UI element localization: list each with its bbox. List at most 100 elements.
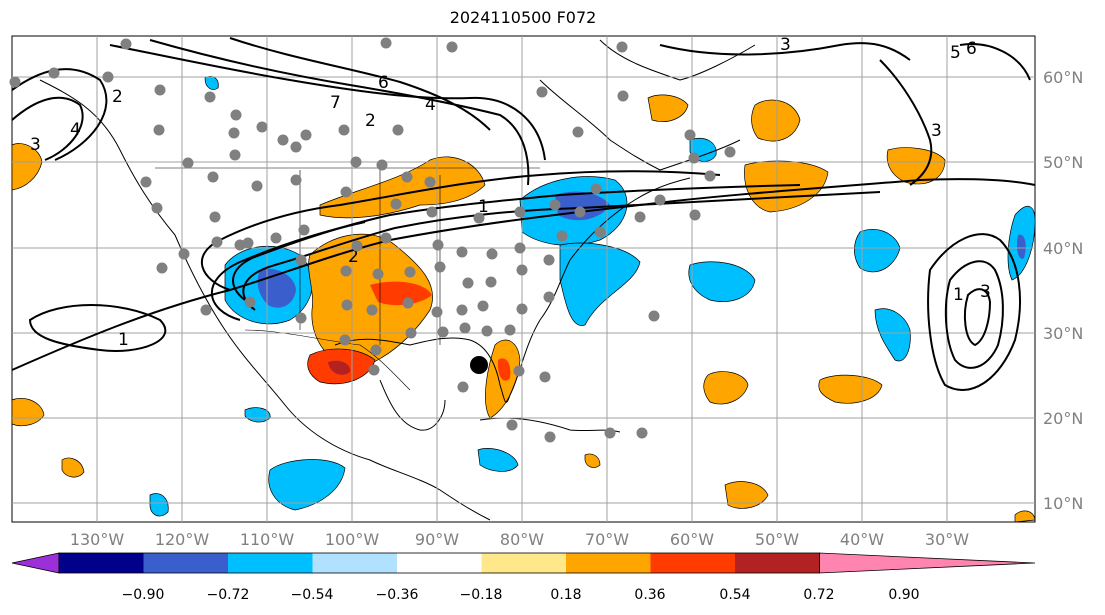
station-dot: [204, 91, 216, 103]
station-dot: [654, 194, 666, 206]
contour-atlantic-low-1: [927, 233, 1021, 391]
lat-label: 10°N: [1043, 494, 1083, 513]
contour-label: 6: [378, 73, 389, 93]
colorbar-bin: [735, 553, 820, 573]
lon-label: 70°W: [585, 530, 629, 549]
lat-label: 60°N: [1043, 68, 1083, 87]
station-dot: [376, 159, 388, 171]
station-dot: [211, 236, 223, 248]
orange-region-greenland-sea: [751, 99, 801, 142]
station-dot: [200, 304, 212, 316]
colorbar-tick-label: −0.72: [207, 587, 250, 603]
station-dot: [380, 232, 392, 244]
station-dot: [514, 206, 526, 218]
station-dot: [209, 211, 221, 223]
station-dot: [340, 186, 352, 198]
station-dot: [462, 277, 474, 289]
lat-label: 40°N: [1043, 239, 1083, 258]
blue-region-mid-atlantic: [854, 228, 901, 273]
contour-label: 1: [953, 285, 964, 305]
lon-label: 90°W: [415, 530, 459, 549]
station-dot: [341, 299, 353, 311]
station-dot: [539, 371, 551, 383]
station-dot: [513, 365, 525, 377]
orange-region-labrador: [647, 94, 689, 122]
contour-label: 2: [112, 87, 123, 107]
station-dot: [543, 291, 555, 303]
orange-region-se-corner: [1014, 510, 1036, 523]
red-core-florida: [497, 358, 511, 381]
lon-label: 30°W: [925, 530, 969, 549]
station-dot: [277, 134, 289, 146]
lon-label: 120°W: [155, 530, 210, 549]
station-dot: [156, 262, 168, 274]
orange-region-subtropical-east: [818, 374, 883, 404]
orange-region-great-lakes: [319, 156, 486, 219]
contour-label: 3: [980, 282, 991, 302]
station-dot: [401, 171, 413, 183]
orange-region-west-edge: [11, 398, 45, 427]
orange-region-caribbean: [584, 453, 601, 468]
contour-label: 2: [365, 111, 376, 131]
station-dot: [390, 198, 402, 210]
shaded-anomalies: [11, 76, 1036, 523]
station-dot: [120, 38, 132, 50]
colorbar-tick-label: 0.18: [550, 587, 581, 603]
station-dot: [229, 149, 241, 161]
orange-region-subtropical-west: [703, 371, 749, 405]
colorbar-bin: [312, 553, 397, 573]
station-dot: [437, 326, 449, 338]
station-dot: [424, 176, 436, 188]
contour-label: 4: [425, 95, 436, 115]
station-dot: [457, 381, 469, 393]
station-dot: [366, 304, 378, 316]
political-borders: [155, 167, 540, 391]
station-dot: [372, 268, 384, 280]
station-dot: [290, 141, 302, 153]
station-dot: [516, 303, 528, 315]
coastlines: [39, 39, 756, 521]
station-dot: [604, 427, 616, 439]
station-dot: [295, 254, 307, 266]
colorbar-tick-label: −0.36: [376, 587, 419, 603]
lat-label: 50°N: [1043, 153, 1083, 172]
station-dot: [404, 266, 416, 278]
latitude-axis: 60°N 50°N 40°N 30°N 20°N 10°N: [1043, 68, 1083, 513]
station-dot: [270, 232, 282, 244]
lon-label: 110°W: [240, 530, 295, 549]
red-core-plains: [370, 281, 432, 306]
contour-label: 3: [30, 135, 41, 155]
contour-label: 3: [780, 35, 791, 55]
contour-north-2: [149, 39, 530, 186]
station-dot: [370, 344, 382, 356]
lon-label: 80°W: [500, 530, 544, 549]
hudson-labrador-coast: [539, 79, 741, 171]
blue-region-pacific-south: [268, 459, 346, 511]
colorbar-tick-label: 0.90: [888, 587, 919, 603]
station-markers: [9, 37, 736, 443]
colorbar-tick-label: 0.54: [719, 587, 750, 603]
station-dot: [380, 37, 392, 49]
station-dot: [154, 84, 166, 96]
station-dot: [477, 300, 489, 312]
station-dot: [9, 76, 21, 88]
blue-region-subtropical: [874, 308, 911, 362]
station-dot: [340, 265, 352, 277]
station-dot: [636, 427, 648, 439]
station-dot: [617, 90, 629, 102]
station-dot: [704, 170, 716, 182]
station-dot: [504, 324, 516, 336]
station-dot: [459, 322, 471, 334]
contour-alaska-1: [11, 68, 108, 161]
contour-label: 5: [950, 43, 961, 63]
chart-title: 2024110500 F072: [449, 8, 597, 27]
station-dot: [368, 364, 380, 376]
contour-label: 1: [118, 330, 129, 350]
contour-ridge-1: [879, 59, 933, 186]
station-dot: [473, 212, 485, 224]
colorbar-bin: [59, 553, 144, 573]
colorbar-extend-low: [11, 552, 60, 574]
lat-label: 30°N: [1043, 324, 1083, 343]
blue-region-atlantic: [559, 242, 641, 326]
